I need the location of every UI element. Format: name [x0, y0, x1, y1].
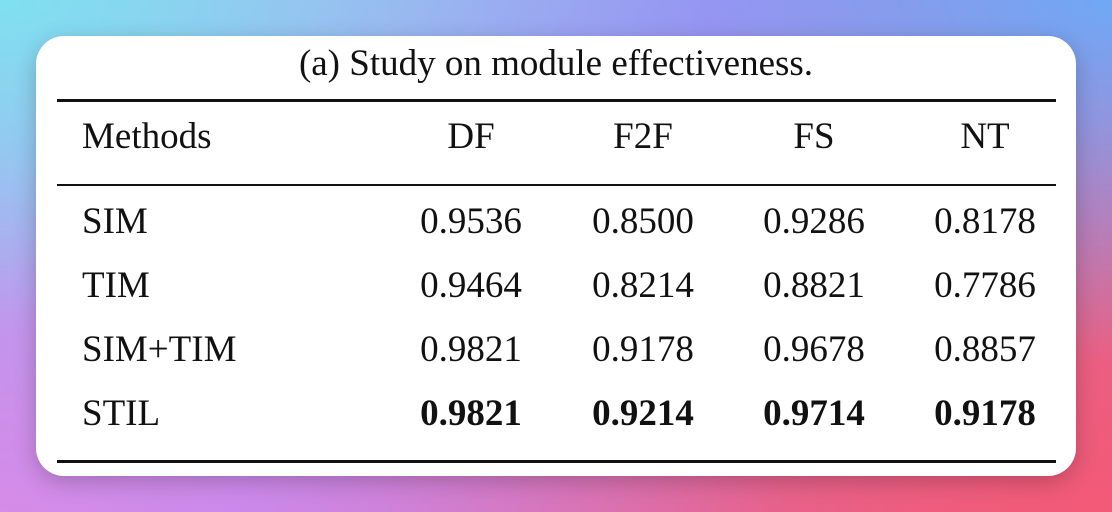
- row-value-cell: 0.9464: [420, 265, 522, 306]
- row-value-cell: 0.9536: [420, 201, 522, 242]
- table-card: (a) Study on module effectiveness. Metho…: [36, 36, 1076, 476]
- row-method-cell: SIM+TIM: [82, 329, 237, 370]
- row-value-cell: 0.7786: [934, 265, 1036, 306]
- top-rule: [57, 99, 1056, 102]
- header-f2f: F2F: [613, 116, 673, 157]
- row-method-cell: STIL: [82, 393, 161, 434]
- table-row: SIM+TIM 0.9821 0.9178 0.9678 0.8857: [36, 324, 1076, 376]
- row-value-cell: 0.8214: [592, 265, 694, 306]
- row-value-cell: 0.8857: [934, 329, 1036, 370]
- row-value-cell-best: 0.9178: [934, 393, 1036, 434]
- row-value-cell: 0.9678: [763, 329, 865, 370]
- bottom-rule: [57, 460, 1056, 463]
- row-value-cell: 0.9178: [592, 329, 694, 370]
- row-method-cell: TIM: [82, 265, 150, 306]
- row-value-cell: 0.8821: [763, 265, 865, 306]
- row-method-cell: SIM: [82, 201, 148, 242]
- row-value-cell-best: 0.9714: [763, 393, 865, 434]
- header-rule: [57, 184, 1056, 186]
- table-row: TIM 0.9464 0.8214 0.8821 0.7786: [36, 260, 1076, 312]
- table-row: SIM 0.9536 0.8500 0.9286 0.8178: [36, 196, 1076, 248]
- header-nt: NT: [960, 116, 1010, 157]
- header-df: DF: [447, 116, 495, 157]
- row-value-cell: 0.8500: [592, 201, 694, 242]
- row-value-cell-best: 0.9821: [420, 393, 522, 434]
- table-header-row: Methods DF F2F FS NT: [36, 111, 1076, 163]
- row-value-cell: 0.8178: [934, 201, 1036, 242]
- header-methods: Methods: [82, 116, 212, 157]
- table-caption: (a) Study on module effectiveness.: [298, 43, 814, 84]
- row-value-cell: 0.9286: [763, 201, 865, 242]
- row-value-cell-best: 0.9214: [592, 393, 694, 434]
- table-row-best: STIL 0.9821 0.9214 0.9714 0.9178: [36, 388, 1076, 440]
- row-value-cell: 0.9821: [420, 329, 522, 370]
- header-fs: FS: [793, 116, 835, 157]
